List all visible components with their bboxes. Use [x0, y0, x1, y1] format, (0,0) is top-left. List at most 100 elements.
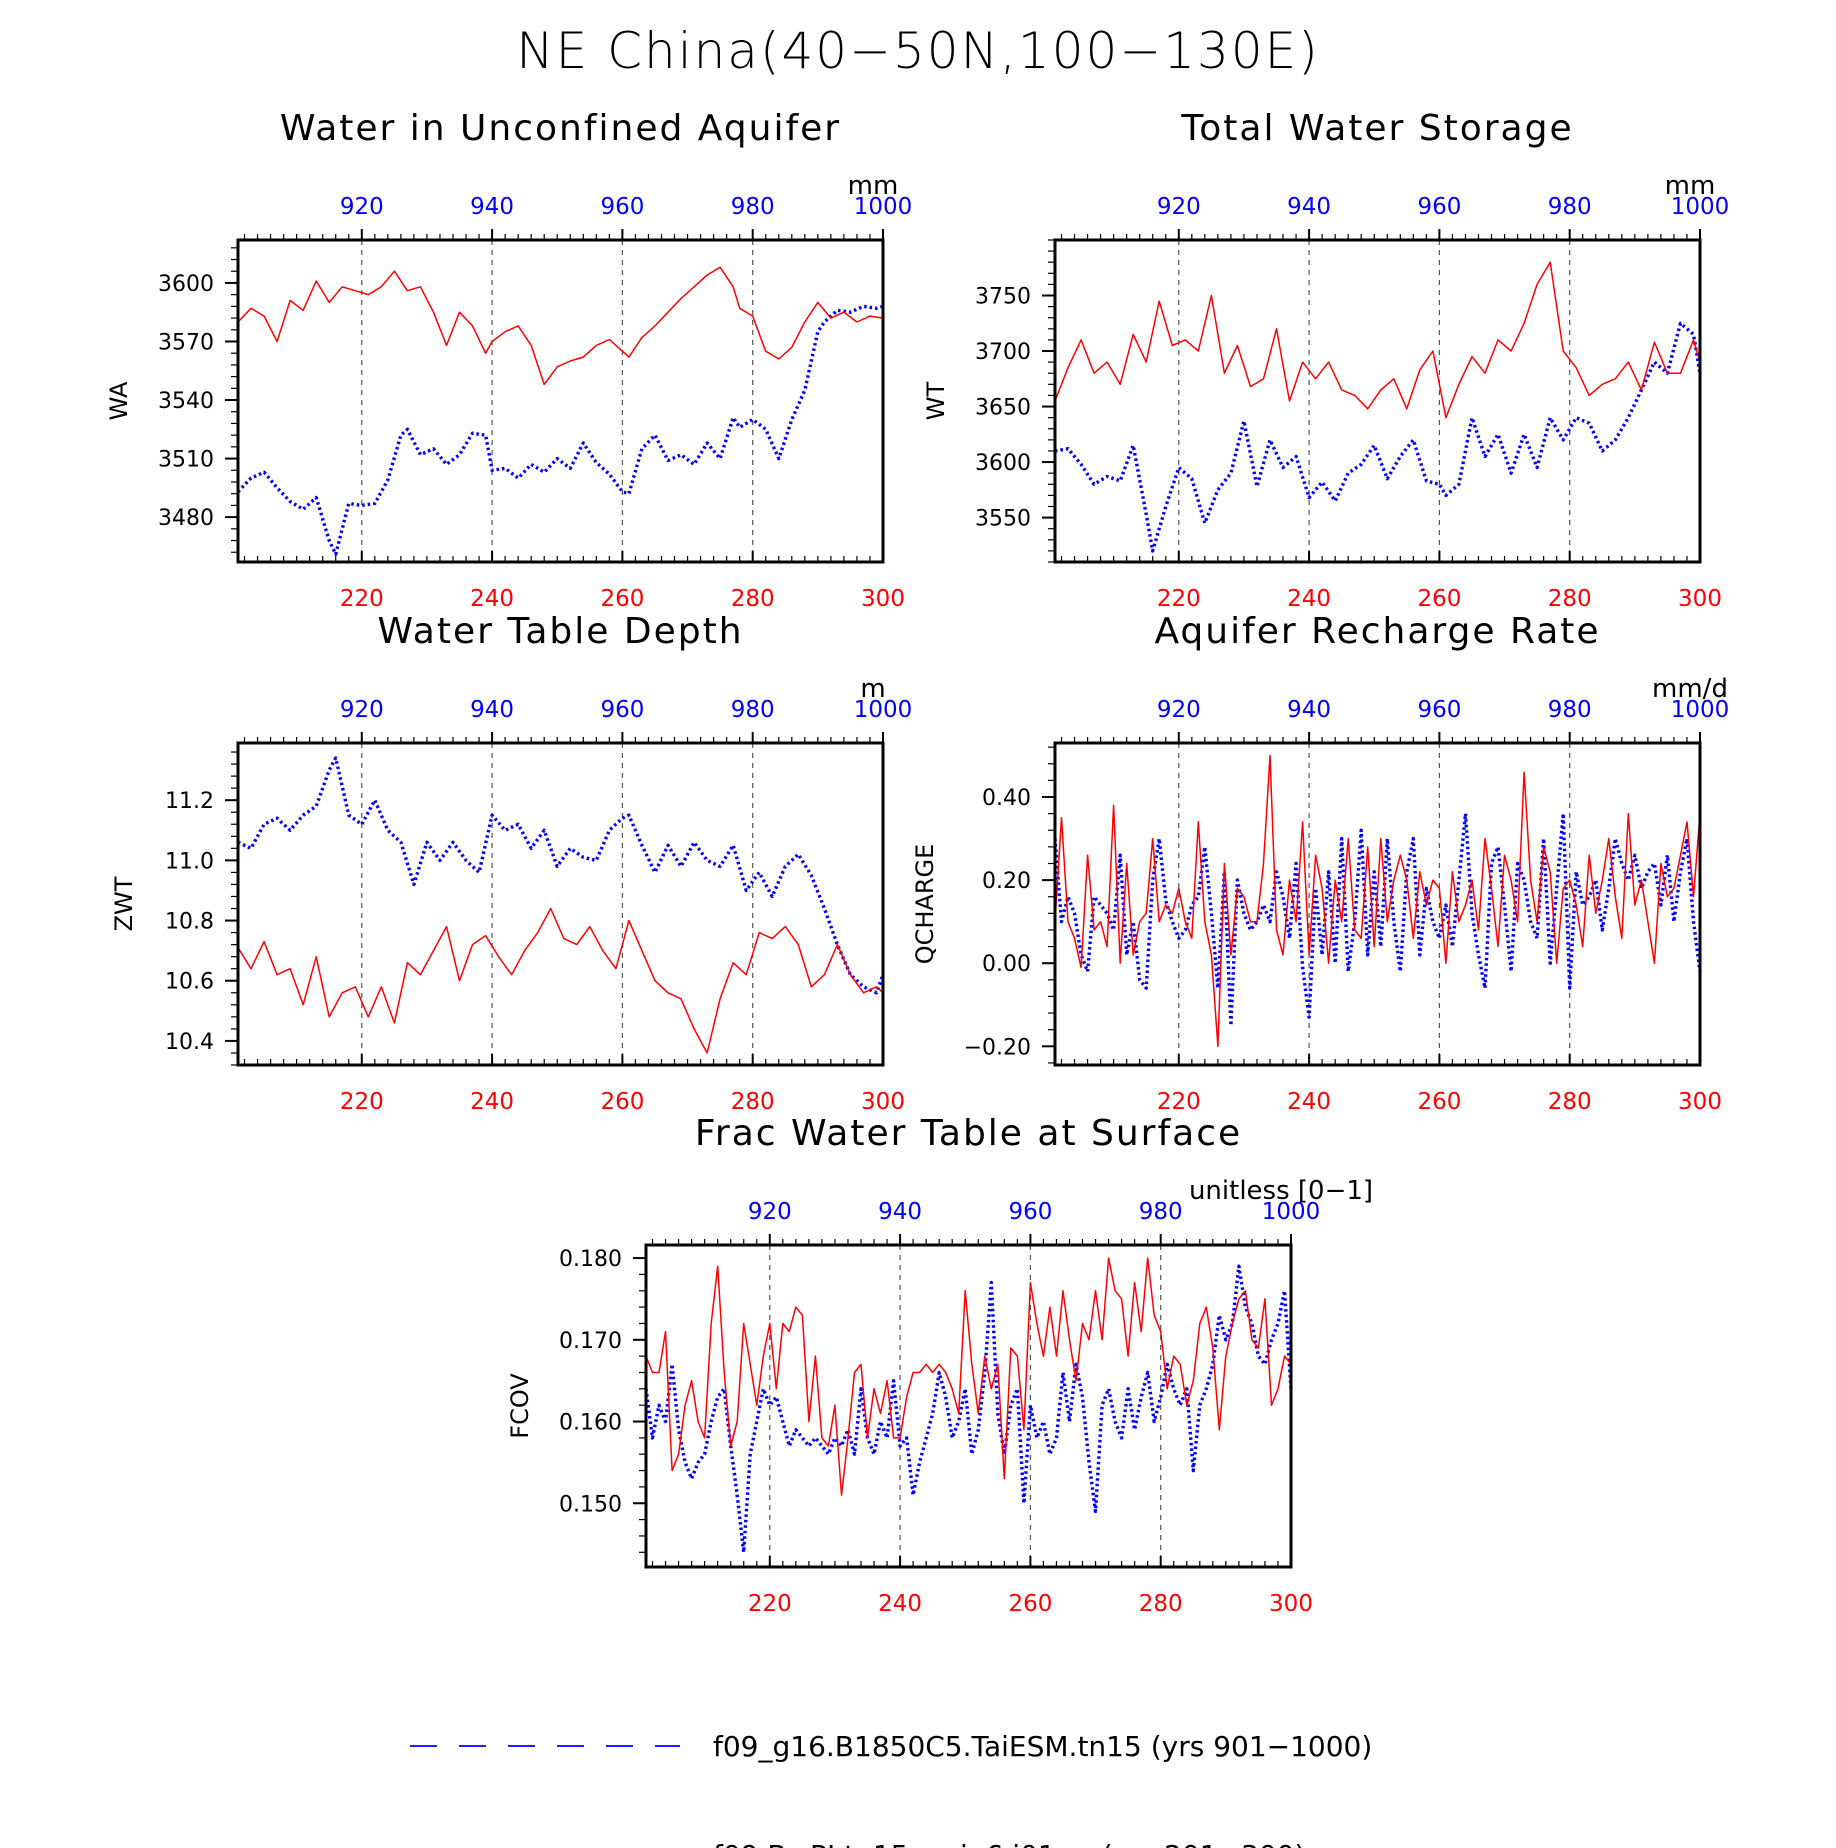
- x-tick-label-top: 1000: [1671, 194, 1730, 220]
- y-tick-label: 0.20: [982, 869, 1031, 894]
- units-label: mm: [1665, 171, 1716, 201]
- chart-panel-3: Water Table Depth m ZWT 220 240 260 280 300 920 9…: [110, 611, 912, 1115]
- x-tick-label-top: 920: [1157, 194, 1201, 220]
- legend-label-1: f09_g16.B1850C5.TaiESM.tn15 (yrs 901−100…: [713, 1730, 1372, 1763]
- x-tick-label-bottom: 300: [861, 586, 905, 612]
- y-axis-label: ZWT: [110, 876, 138, 931]
- x-tick-label-bottom: 240: [1287, 1089, 1331, 1115]
- x-tick-label-bottom: 280: [731, 586, 775, 612]
- x-tick-label-bottom: 300: [1678, 586, 1722, 612]
- plot-frame: [236, 238, 885, 564]
- y-tick-label: 3510: [158, 448, 214, 473]
- y-tick-label: 11.0: [165, 849, 214, 874]
- y-tick-label: 3750: [975, 285, 1031, 310]
- units-label: mm/d: [1652, 674, 1728, 704]
- x-tick-label-top: 960: [1417, 194, 1461, 220]
- y-tick-label: 3480: [158, 506, 214, 531]
- plot-frame: [1053, 238, 1702, 564]
- x-tick-label-bottom: 300: [1269, 1591, 1313, 1617]
- x-tick-label-top: 960: [1417, 697, 1461, 723]
- panel-title: Frac Water Table at Surface: [695, 1113, 1242, 1154]
- chart-panel-2: Total Water Storage mm WT 220 240 260 280 300 92…: [922, 108, 1729, 612]
- plot-frame: [1053, 741, 1702, 1067]
- x-tick-label-top: 1000: [1671, 697, 1730, 723]
- legend: f09_g16.B1850C5.TaiESM.tn15 (yrs 901−100…: [410, 1730, 1372, 1848]
- x-tick-label-bottom: 280: [1139, 1591, 1183, 1617]
- panel-title: Water in Unconfined Aquifer: [280, 108, 841, 149]
- x-tick-label-bottom: 240: [470, 586, 514, 612]
- y-axis-label: WT: [922, 381, 950, 420]
- chart-panel-4: Aquifer Recharge Rate mm/d QCHARGE 220 240 26…: [911, 611, 1729, 1115]
- series-blue-line: [644, 1264, 1293, 1555]
- units-label: mm: [848, 171, 899, 201]
- figure-title: NE China(40−50N,100−130E): [516, 22, 1320, 80]
- x-tick-label-bottom: 260: [600, 586, 644, 612]
- y-axis-label: FCOV: [506, 1373, 534, 1439]
- x-tick-label-top: 980: [731, 697, 775, 723]
- series-red-line: [1054, 754, 1701, 1048]
- units-label: unitless [0−1]: [1189, 1176, 1373, 1206]
- x-tick-label-bottom: 220: [340, 586, 384, 612]
- x-tick-label-bottom: 260: [600, 1089, 644, 1115]
- x-tick-label-top: 960: [600, 194, 644, 220]
- x-tick-label-top: 940: [470, 697, 514, 723]
- y-tick-label: 10.6: [165, 970, 214, 995]
- panel-title: Aquifer Recharge Rate: [1154, 611, 1600, 652]
- series-red-line: [237, 907, 884, 1054]
- x-tick-label-top: 980: [1548, 697, 1592, 723]
- series-blue-line: [236, 304, 884, 556]
- y-tick-label: 3540: [158, 389, 214, 414]
- panel-title: Total Water Storage: [1180, 108, 1573, 149]
- x-tick-label-top: 920: [748, 1199, 792, 1225]
- x-tick-label-bottom: 280: [1548, 586, 1592, 612]
- plot-frame: [644, 1243, 1293, 1569]
- y-tick-label: 0.160: [559, 1411, 622, 1436]
- x-tick-label-bottom: 220: [340, 1089, 384, 1115]
- x-tick-label-top: 980: [1548, 194, 1592, 220]
- x-tick-label-top: 960: [1008, 1199, 1052, 1225]
- x-tick-label-bottom: 280: [1548, 1089, 1592, 1115]
- y-tick-label: −0.20: [964, 1035, 1031, 1060]
- panel-title: Water Table Depth: [377, 611, 743, 652]
- x-tick-label-bottom: 240: [470, 1089, 514, 1115]
- series-red-line: [1054, 261, 1701, 419]
- y-tick-label: 0.170: [559, 1329, 622, 1354]
- x-tick-label-bottom: 280: [731, 1089, 775, 1115]
- x-tick-label-bottom: 220: [1157, 586, 1201, 612]
- x-tick-label-top: 940: [878, 1199, 922, 1225]
- x-tick-label-bottom: 240: [1287, 586, 1331, 612]
- x-tick-label-top: 940: [470, 194, 514, 220]
- chart-panel-5: Frac Water Table at Surface unitless [0−1…: [506, 1113, 1373, 1617]
- series-blue-line: [1054, 321, 1702, 553]
- series-red-line: [237, 266, 884, 386]
- legend-label-2: f09.B−PI.tn15.cmip6.j01.re (yrs 201−300): [713, 1839, 1305, 1848]
- y-tick-label: 3600: [975, 451, 1031, 476]
- y-tick-label: 0.00: [982, 952, 1031, 977]
- x-tick-label-bottom: 220: [748, 1591, 792, 1617]
- x-tick-label-top: 980: [1139, 1199, 1183, 1225]
- x-tick-label-bottom: 220: [1157, 1089, 1201, 1115]
- y-axis-label: QCHARGE: [911, 844, 939, 965]
- series-red-line: [645, 1257, 1292, 1496]
- y-tick-label: 3550: [975, 507, 1031, 532]
- x-tick-label-top: 980: [731, 194, 775, 220]
- y-tick-label: 11.2: [165, 789, 214, 814]
- y-tick-label: 3570: [158, 330, 214, 355]
- x-tick-label-top: 1000: [854, 194, 913, 220]
- y-tick-label: 3650: [975, 396, 1031, 421]
- x-tick-label-top: 1000: [854, 697, 913, 723]
- y-tick-label: 0.150: [559, 1492, 622, 1517]
- x-tick-label-top: 920: [340, 194, 384, 220]
- y-axis-label: WA: [105, 381, 133, 420]
- x-tick-label-top: 920: [340, 697, 384, 723]
- x-tick-label-top: 1000: [1262, 1199, 1321, 1225]
- x-tick-label-bottom: 240: [878, 1591, 922, 1617]
- x-tick-label-bottom: 300: [861, 1089, 905, 1115]
- y-tick-label: 10.8: [165, 910, 214, 935]
- y-tick-label: 0.180: [559, 1247, 622, 1272]
- x-tick-label-top: 960: [600, 697, 644, 723]
